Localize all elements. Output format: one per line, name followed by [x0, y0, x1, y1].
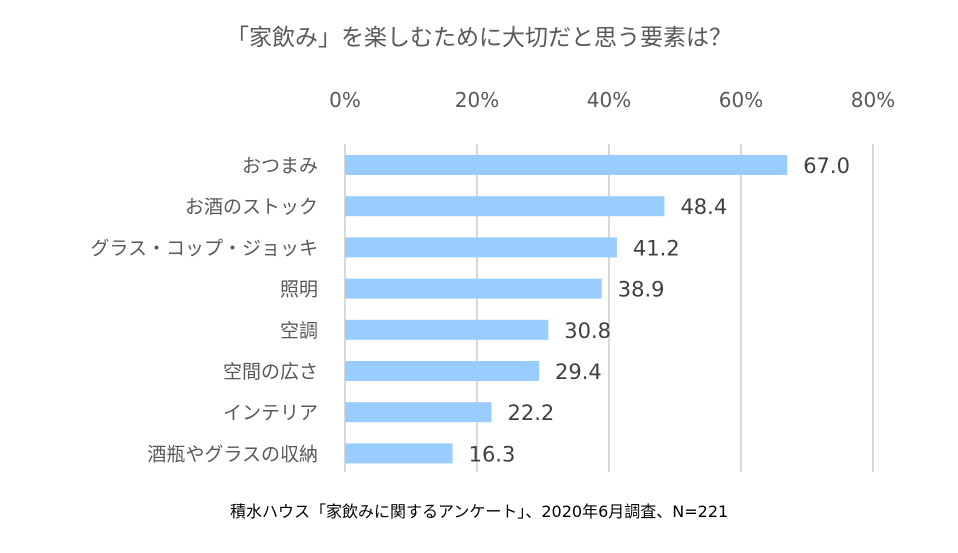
data-label: 48.4 [680, 195, 727, 219]
bar [345, 196, 665, 217]
chart-title: 「家飲み」を楽しむために大切だと思う要素は？ [226, 25, 732, 51]
category-label: インテリア [223, 402, 318, 424]
data-label: 16.3 [469, 442, 516, 466]
data-label: 67.0 [803, 154, 850, 178]
bar [345, 278, 602, 299]
bar [345, 361, 540, 381]
bar [345, 237, 617, 258]
category-label: 照明 [280, 279, 318, 301]
category-label: 酒瓶やグラスの収納 [147, 443, 318, 465]
category-label: 空間の広さ [223, 361, 318, 383]
x-tick-label: 20% [455, 88, 499, 112]
bar [345, 155, 788, 175]
x-tick-label: 80% [851, 88, 895, 112]
bar [345, 402, 492, 423]
x-tick-label: 60% [719, 88, 763, 112]
data-label: 41.2 [633, 236, 680, 260]
category-label: 空調 [280, 320, 318, 342]
data-label: 22.2 [508, 401, 555, 425]
data-label: 30.8 [564, 319, 611, 343]
category-label: グラス・コップ・ジョッキ [90, 237, 318, 259]
bar [345, 319, 549, 340]
data-label: 38.9 [618, 278, 665, 302]
chart-source: 積水ハウス「家飲みに関するアンケート」、2020年6月調査、N=221 [230, 502, 729, 521]
data-label: 29.4 [555, 360, 602, 384]
x-tick-label: 0% [329, 88, 361, 112]
category-label: お酒のストック [185, 196, 318, 218]
x-tick-label: 40% [587, 88, 631, 112]
bar [345, 443, 453, 464]
category-label: おつまみ [242, 155, 318, 177]
